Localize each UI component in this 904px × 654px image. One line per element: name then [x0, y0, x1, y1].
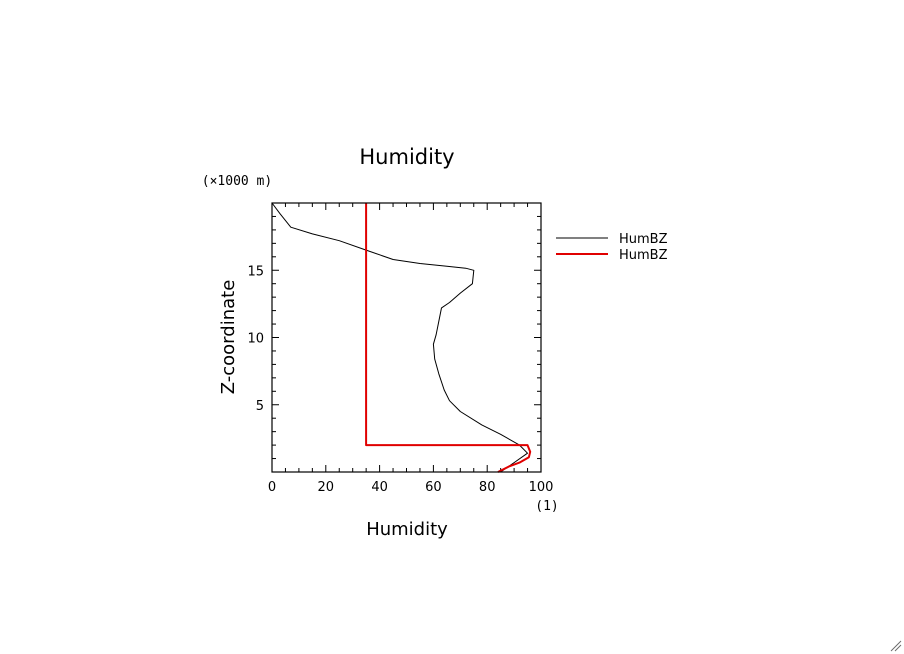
resize-grip-icon[interactable]: [888, 638, 902, 652]
x-tick-label: 60: [425, 480, 442, 495]
legend-label-1: HumBZ: [619, 232, 668, 247]
y-tick-label: 10: [247, 332, 264, 347]
plot-frame: [271, 202, 542, 473]
y-tick-label: 15: [247, 264, 264, 279]
series-lines: [271, 202, 532, 473]
legend-label-2: HumBZ: [619, 248, 668, 263]
x-tick-label: 80: [479, 480, 496, 495]
series-line-1: [271, 202, 528, 473]
chart-title: Humidity: [359, 145, 454, 169]
x-tick-label: 0: [268, 480, 276, 495]
y-axis-title: Z-coordinate: [218, 280, 239, 395]
x-axis-unit: (1): [535, 499, 558, 514]
series-line-2: [365, 203, 532, 473]
y-tick-label: 5: [256, 399, 264, 414]
x-tick-label: 40: [371, 480, 388, 495]
x-tick-label: 100: [529, 480, 554, 495]
x-tick-label: 20: [318, 480, 335, 495]
y-axis-unit: (×1000 m): [202, 174, 272, 189]
x-axis-title: Humidity: [366, 519, 448, 540]
axis-ticks: 0 20 40 60 80 100 5 10 15: [247, 202, 554, 495]
